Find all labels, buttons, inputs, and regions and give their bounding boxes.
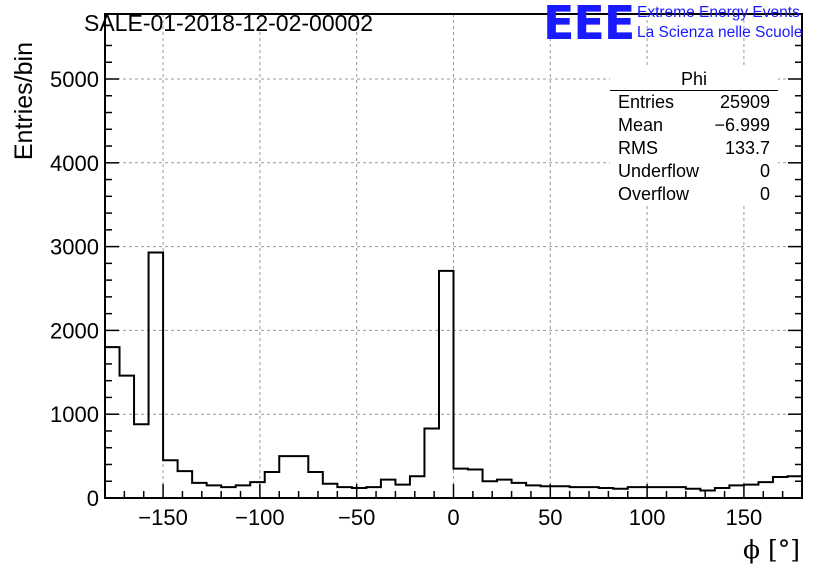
y-tick-label: 4000 xyxy=(50,151,99,176)
y-tick-label: 1000 xyxy=(50,402,99,427)
logo-caption-line1: Extreme Energy Events xyxy=(637,4,800,21)
y-axis-label: Entries/bin xyxy=(10,42,38,160)
stats-label: RMS xyxy=(618,138,658,158)
histogram-series-line xyxy=(105,251,802,492)
stats-value: −6.999 xyxy=(714,115,770,135)
x-tick-label: 50 xyxy=(538,505,562,530)
stats-label: Underflow xyxy=(618,161,700,181)
y-tick-label: 5000 xyxy=(50,67,99,92)
x-axis-label: ϕ [°] xyxy=(743,535,800,564)
stats-box: Phi Entries 25909 Mean −6.999 RMS 133.7 … xyxy=(610,68,778,206)
stats-row-mean: Mean −6.999 xyxy=(610,114,778,137)
stats-value: 133.7 xyxy=(724,138,770,158)
stats-title: Phi xyxy=(610,68,778,91)
x-tick-label: −50 xyxy=(338,505,375,530)
y-tick-label: 0 xyxy=(87,486,99,511)
stats-value: 0 xyxy=(759,184,770,204)
stats-label: Overflow xyxy=(618,184,690,204)
logo-caption-line2: La Scienza nelle Scuole xyxy=(637,24,803,41)
stats-label: Mean xyxy=(618,115,664,135)
stats-row-entries: Entries 25909 xyxy=(610,91,778,114)
y-tick-label: 3000 xyxy=(50,235,99,260)
chart-title: SALE-01-2018-12-02-00002 xyxy=(84,10,373,36)
stats-label: Entries xyxy=(618,92,675,112)
stats-row-overflow: Overflow 0 xyxy=(610,183,778,206)
x-tick-label: −100 xyxy=(235,505,285,530)
stats-value: 0 xyxy=(759,161,770,181)
stats-row-underflow: Underflow 0 xyxy=(610,160,778,183)
stats-value: 25909 xyxy=(719,92,770,112)
axis-tick-labels: −150 −100 −50 0 50 100 150 0 1000 2000 3000 4000 500… xyxy=(50,67,762,530)
logo-caption: Extreme Energy Events La Scienza nelle S… xyxy=(637,3,802,43)
y-tick-label: 2000 xyxy=(50,318,99,343)
x-tick-label: 0 xyxy=(447,505,459,530)
eee-logo: EEE xyxy=(543,0,635,50)
axis-ticks xyxy=(105,44,802,499)
x-tick-label: 100 xyxy=(629,505,666,530)
stats-row-rms: RMS 133.7 xyxy=(610,137,778,160)
x-tick-label: −150 xyxy=(138,505,188,530)
x-tick-label: 150 xyxy=(726,505,763,530)
